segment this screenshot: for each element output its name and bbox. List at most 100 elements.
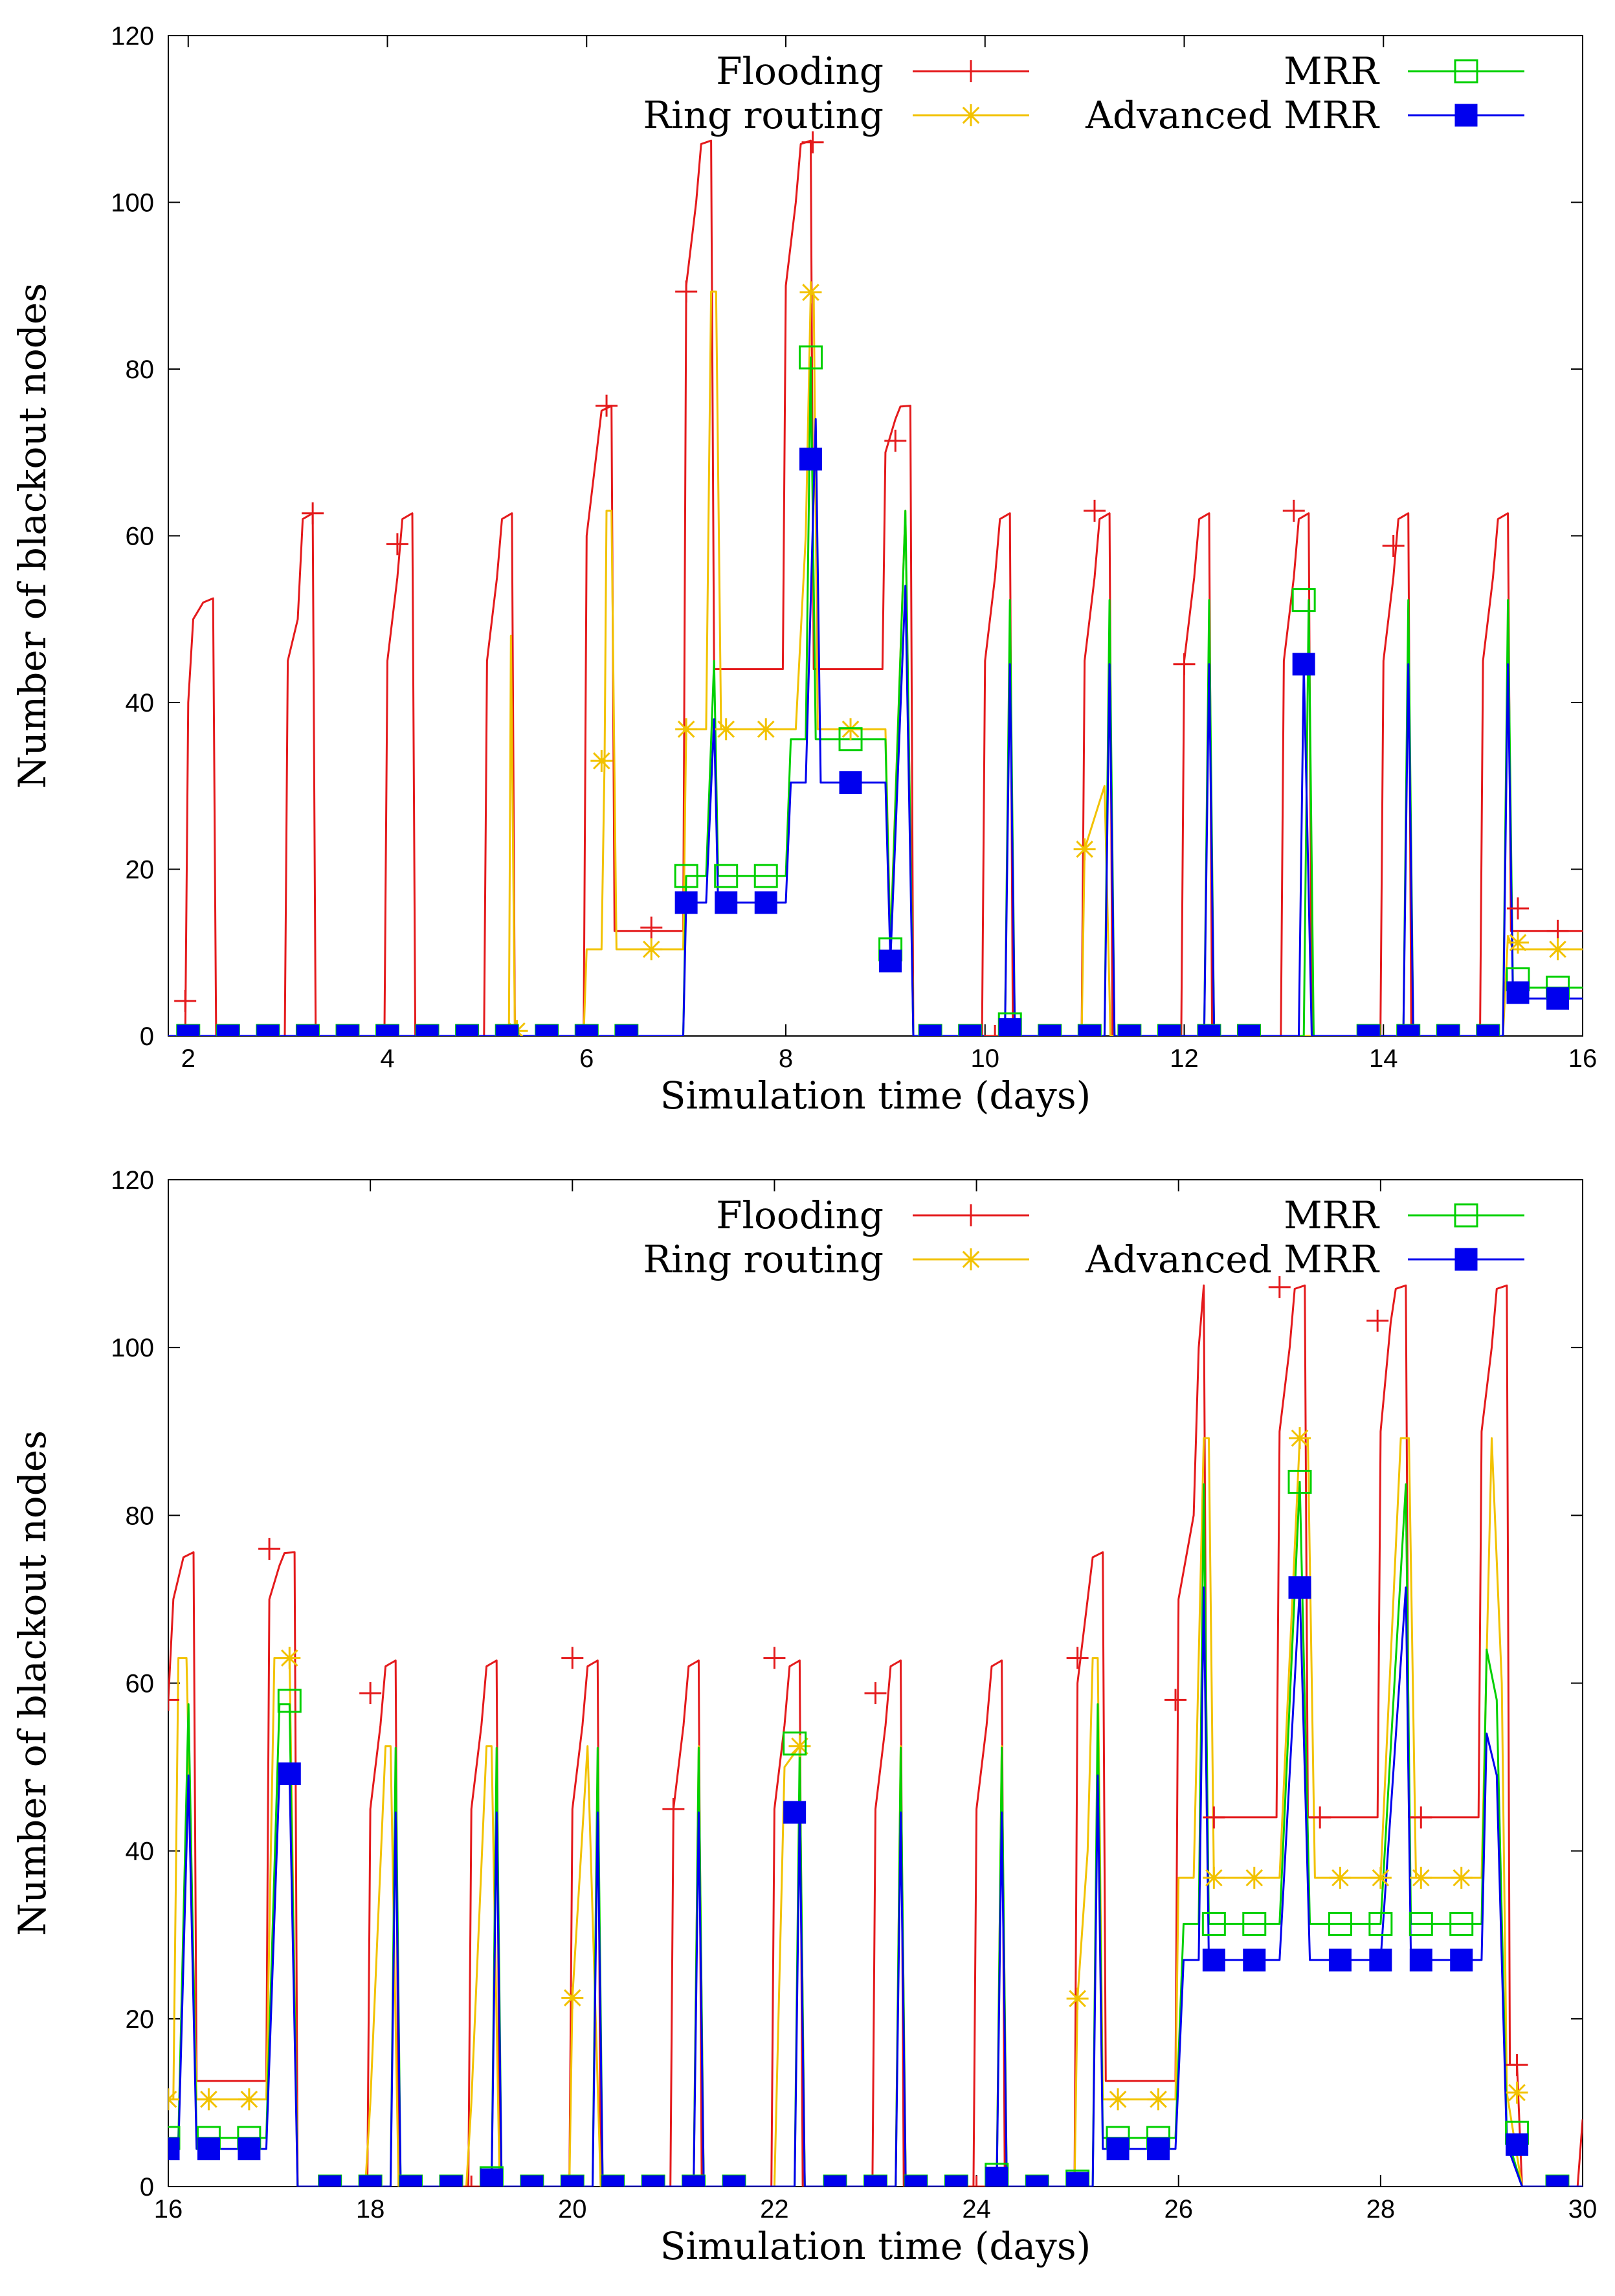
data-point-ring: [1546, 938, 1569, 961]
legend-marker-ring: [960, 1248, 982, 1270]
data-point-adv: [1450, 1948, 1473, 1972]
x-tick-label: 26: [1164, 2195, 1193, 2223]
data-point-adv: [399, 2175, 423, 2187]
data-point-flooding: [1268, 1276, 1291, 1298]
y-tick-label: 120: [111, 1166, 154, 1195]
x-tick-label: 18: [356, 2195, 385, 2223]
data-point-adv: [359, 2175, 382, 2187]
y-tick-label: 100: [111, 189, 154, 218]
data-point-flooding: [302, 502, 324, 524]
x-tick-label: 20: [558, 2195, 587, 2223]
x-tick-label: 22: [760, 2195, 789, 2223]
data-point-flooding: [864, 1682, 887, 1705]
legend-label-ring: Ring routing: [643, 93, 884, 137]
data-point-adv: [944, 2175, 968, 2187]
data-point-adv: [278, 1762, 301, 1785]
data-point-flooding: [965, 2176, 988, 2187]
data-point-ring: [1329, 1867, 1352, 1889]
y-tick-label: 20: [126, 856, 155, 884]
data-point-mrr: [783, 1731, 807, 1756]
data-point-ring: [755, 718, 777, 741]
y-tick-label: 40: [126, 689, 155, 717]
data-point-flooding: [1382, 534, 1405, 557]
data-point-adv: [1066, 2172, 1089, 2187]
data-point-adv: [1118, 1024, 1141, 1036]
data-point-ring: [1066, 1987, 1089, 2010]
data-point-flooding: [359, 1682, 382, 1705]
data-point-flooding: [1164, 1689, 1187, 1711]
data-point-adv: [1243, 1948, 1266, 1972]
data-point-flooding: [386, 533, 408, 556]
y-tick-label: 80: [126, 355, 155, 384]
data-point-flooding: [884, 429, 907, 452]
data-point-flooding: [1366, 1309, 1389, 1332]
data-point-flooding: [561, 1647, 584, 1669]
data-point-adv: [376, 1024, 399, 1036]
data-point-adv: [799, 447, 822, 471]
data-point-ring: [1107, 2088, 1130, 2111]
data-point-adv: [1546, 2175, 1569, 2187]
data-point-adv: [1357, 1024, 1380, 1036]
data-point-adv: [177, 1024, 200, 1036]
x-tick-label: 30: [1568, 2195, 1598, 2223]
legend-label-flooding: Flooding: [716, 1193, 884, 1237]
data-point-adv: [783, 1801, 807, 1824]
y-tick-label: 100: [111, 1334, 154, 1362]
data-point-mrr: [674, 864, 698, 888]
data-point-ring: [715, 718, 737, 741]
data-point-mrr: [1368, 1911, 1393, 1936]
data-point-mrr: [1449, 1911, 1474, 1936]
data-point-adv: [535, 1024, 559, 1036]
data-point-adv: [1197, 1024, 1221, 1036]
data-point-adv: [1202, 1948, 1225, 1972]
data-point-ring: [1203, 1867, 1225, 1889]
data-point-ring: [1243, 1867, 1265, 1889]
data-point-adv: [959, 1024, 982, 1036]
data-point-adv: [1436, 1024, 1460, 1036]
x-axis-label: Simulation time (days): [660, 2224, 1091, 2268]
data-point-flooding: [460, 2176, 483, 2187]
legend-label-adv: Advanced MRR: [1085, 93, 1380, 137]
data-point-mrr: [838, 727, 863, 752]
data-point-adv: [1292, 653, 1315, 676]
x-tick-label: 14: [1369, 1044, 1398, 1073]
data-point-adv: [495, 1024, 518, 1036]
data-point-flooding: [1084, 499, 1106, 522]
legend-label-adv: Advanced MRR: [1085, 1237, 1380, 1281]
data-point-mrr: [1409, 1911, 1433, 1936]
data-point-adv: [575, 1024, 598, 1036]
data-point-adv: [480, 2168, 503, 2187]
plot-frame: [168, 35, 1583, 1037]
y-axis-label: Number of blackout nodes: [10, 283, 54, 789]
data-point-adv: [722, 2175, 746, 2187]
data-point-ring: [1073, 838, 1096, 861]
legend-label-mrr: MRR: [1284, 49, 1380, 93]
y-tick-label: 0: [140, 2173, 154, 2201]
data-point-mrr: [753, 864, 778, 888]
data-point-ring: [590, 750, 613, 772]
y-tick-label: 60: [126, 1670, 155, 1698]
chart-panel-2: 0 20 40 60 80 100 120 16 18 20 22 24 26 28 30 Simulatio…: [10, 1166, 1597, 2268]
data-point-ring: [1506, 931, 1529, 954]
data-point-adv: [1409, 1948, 1432, 1972]
data-point-adv: [879, 949, 902, 973]
data-point-adv: [1106, 2137, 1130, 2161]
y-tick-label: 0: [140, 1022, 154, 1051]
data-point-ring: [675, 718, 698, 741]
data-point-adv: [456, 1024, 479, 1036]
data-point-adv: [839, 771, 862, 794]
data-point-mrr: [1328, 1911, 1352, 1936]
data-point-adv: [682, 2175, 706, 2187]
x-tick-label: 4: [380, 1044, 394, 1073]
data-point-ring: [1506, 2081, 1528, 2104]
data-point-adv: [296, 1024, 319, 1036]
data-point-ring: [640, 938, 663, 961]
series-line-ring: [168, 290, 1583, 1036]
data-point-adv: [985, 2167, 1008, 2187]
data-point-flooding: [801, 131, 824, 153]
data-point-ring: [840, 718, 862, 741]
data-point-adv: [238, 2137, 261, 2161]
chart-panel-1: 0 20 40 60 80 100 120 2 4 6 8 10 12 14 16 Simulation ti…: [10, 22, 1597, 1118]
